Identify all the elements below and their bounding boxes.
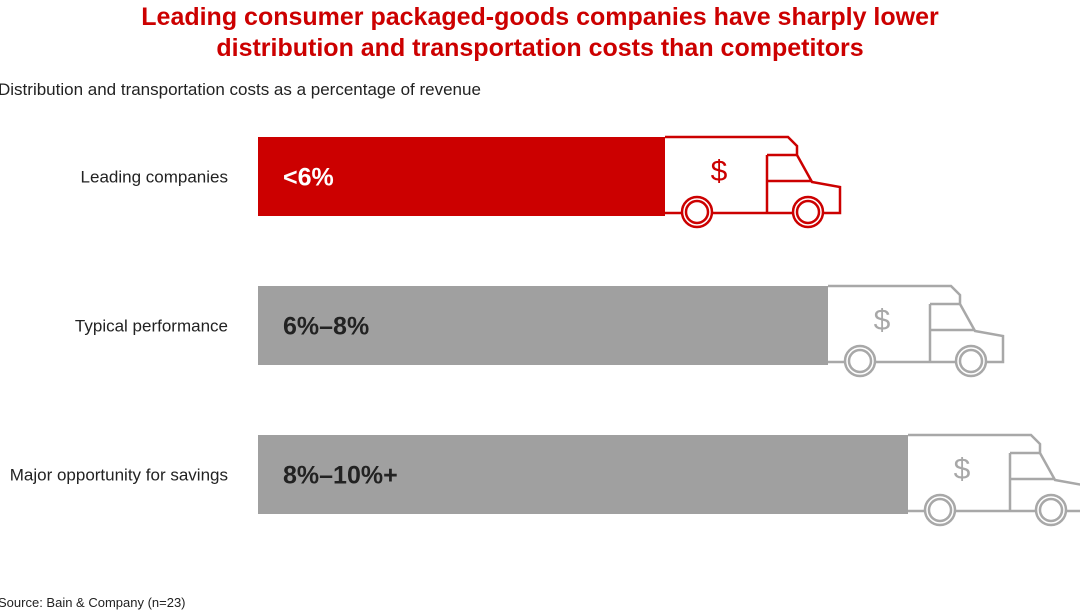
category-label: Leading companies	[81, 168, 228, 187]
dollar-icon: $	[954, 453, 971, 486]
category-label: Typical performance	[75, 317, 228, 336]
truck-icon: $	[665, 135, 842, 229]
dollar-icon: $	[874, 304, 891, 337]
source-note: Source: Bain & Company (n=23)	[0, 595, 186, 610]
dollar-icon: $	[711, 155, 728, 188]
bar	[258, 286, 828, 365]
bar	[258, 435, 908, 514]
data-label: 6%–8%	[283, 313, 369, 341]
category-label: Major opportunity for savings	[10, 466, 228, 485]
data-label: 8%–10%+	[283, 462, 398, 490]
data-label: <6%	[283, 164, 334, 192]
chart-subtitle: Distribution and transportation costs as…	[0, 80, 481, 99]
bar	[258, 137, 665, 216]
truck-icon: $	[828, 284, 1005, 378]
chart-title: Leading consumer packaged-goods companie…	[141, 3, 939, 62]
truck-icon: $	[908, 433, 1080, 527]
